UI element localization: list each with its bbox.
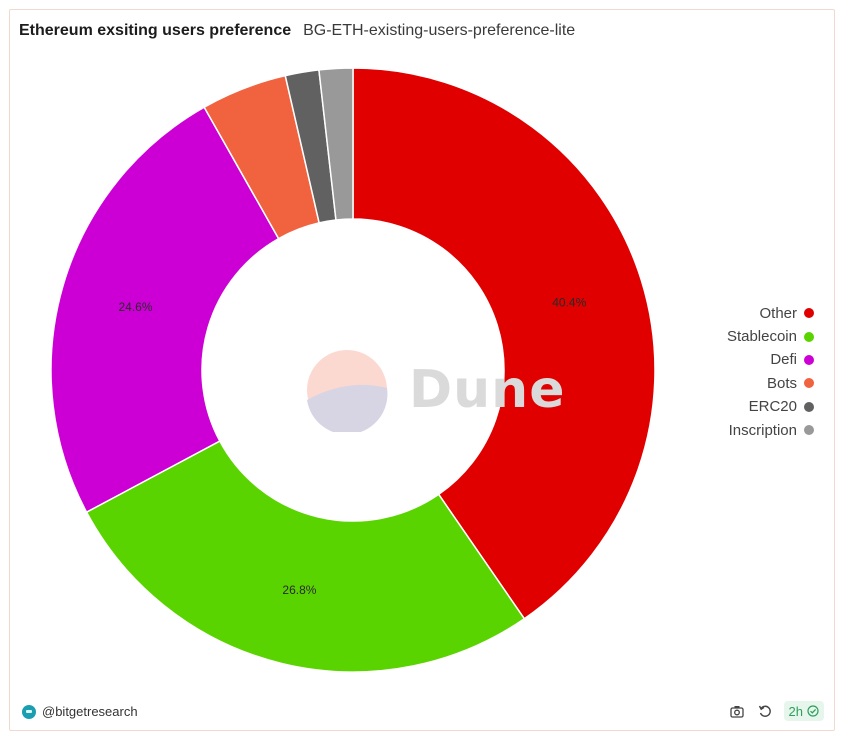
legend-item-bots[interactable]: Bots — [767, 374, 814, 392]
legend-item-erc20[interactable]: ERC20 — [749, 398, 814, 416]
legend-swatch — [804, 354, 814, 365]
legend-swatch — [804, 425, 814, 436]
legend-item-stablecoin[interactable]: Stablecoin — [727, 327, 814, 345]
legend-swatch — [804, 308, 814, 319]
chart-toolbar: 2h — [728, 701, 824, 721]
legend-swatch — [804, 401, 814, 412]
slice-defi[interactable] — [50, 106, 280, 514]
dune-watermark: Dune — [305, 348, 565, 432]
slice-stablecoin[interactable] — [85, 440, 526, 673]
chart-card: Ethereum exsiting users preference BG-ET… — [9, 9, 835, 731]
legend-label: Bots — [766, 374, 797, 392]
check-circle-icon — [807, 705, 819, 717]
legend-item-other[interactable]: Other — [759, 304, 814, 322]
legend-swatch — [804, 378, 814, 389]
chart-legend: Other Stablecoin Defi Bots ERC20 Inscription — [727, 304, 814, 439]
chart-title: Ethereum exsiting users preference — [19, 22, 292, 39]
refresh-status-badge[interactable]: 2h — [783, 701, 824, 721]
bitget-avatar-icon — [22, 704, 36, 719]
data-label-other: 40.4% — [552, 296, 586, 310]
legend-label: Defi — [770, 351, 797, 369]
slice-inscription[interactable] — [318, 67, 354, 221]
legend-label: Stablecoin — [726, 328, 797, 346]
data-label-defi: 24.6% — [118, 300, 152, 314]
chart-header: Ethereum exsiting users preference BG-ET… — [19, 22, 575, 42]
camera-icon[interactable] — [728, 702, 746, 720]
legend-label: ERC20 — [748, 398, 797, 416]
legend-label: Other — [759, 304, 797, 322]
refresh-interval: 2h — [788, 703, 803, 719]
author-name: @bitgetresearch — [42, 704, 138, 719]
donut-chart: 40.4% 26.8% 24.6% — [50, 67, 656, 673]
refresh-icon[interactable] — [756, 702, 774, 720]
watermark-text: Dune — [409, 360, 566, 420]
legend-label: Inscription — [728, 421, 797, 439]
slice-other[interactable] — [352, 67, 656, 620]
chart-subtitle: BG-ETH-existing-users-preference-lite — [303, 22, 576, 39]
legend-item-defi[interactable]: Defi — [770, 351, 814, 369]
legend-item-inscription[interactable]: Inscription — [729, 421, 814, 439]
data-label-stablecoin: 26.8% — [282, 583, 316, 597]
legend-swatch — [804, 331, 814, 342]
author-credit[interactable]: @bitgetresearch — [22, 704, 138, 719]
dune-logo-icon — [307, 350, 388, 432]
